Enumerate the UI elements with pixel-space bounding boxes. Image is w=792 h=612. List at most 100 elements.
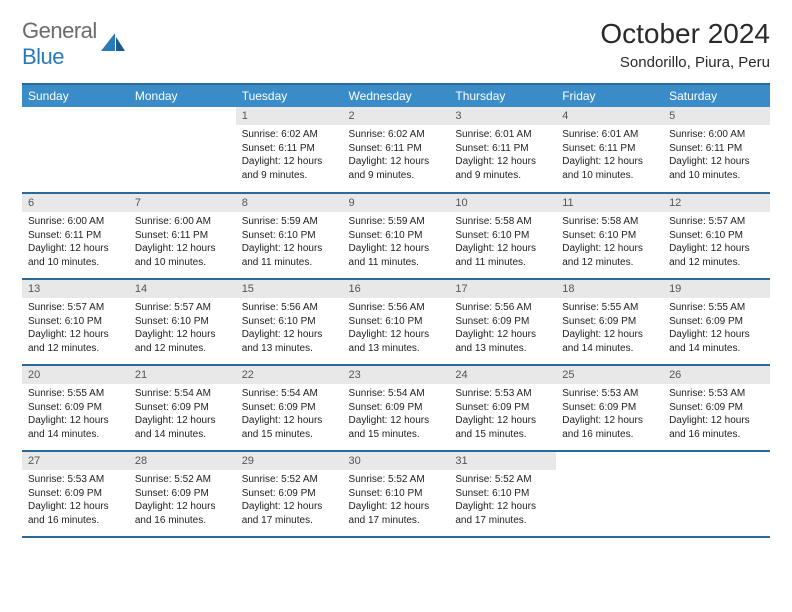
day-details: Sunrise: 6:02 AMSunset: 6:11 PMDaylight:… xyxy=(236,125,343,186)
calendar-day-cell: 25Sunrise: 5:53 AMSunset: 6:09 PMDayligh… xyxy=(556,365,663,451)
calendar-week-row: 27Sunrise: 5:53 AMSunset: 6:09 PMDayligh… xyxy=(22,451,770,537)
calendar-day-cell: 13Sunrise: 5:57 AMSunset: 6:10 PMDayligh… xyxy=(22,279,129,365)
day-number: 5 xyxy=(663,107,770,125)
header: General Blue October 2024 Sondorillo, Pi… xyxy=(22,18,770,71)
daylight-text: Daylight: 12 hours and 17 minutes. xyxy=(455,500,550,527)
sunset-text: Sunset: 6:11 PM xyxy=(135,229,230,243)
day-number: 23 xyxy=(343,366,450,384)
daylight-text: Daylight: 12 hours and 17 minutes. xyxy=(349,500,444,527)
daylight-text: Daylight: 12 hours and 15 minutes. xyxy=(242,414,337,441)
sunset-text: Sunset: 6:10 PM xyxy=(135,315,230,329)
day-details: Sunrise: 5:55 AMSunset: 6:09 PMDaylight:… xyxy=(22,384,129,445)
daylight-text: Daylight: 12 hours and 12 minutes. xyxy=(562,242,657,269)
sunrise-text: Sunrise: 5:55 AM xyxy=(669,301,764,315)
logo: General Blue xyxy=(22,18,127,70)
calendar-week-row: 6Sunrise: 6:00 AMSunset: 6:11 PMDaylight… xyxy=(22,193,770,279)
sunset-text: Sunset: 6:11 PM xyxy=(349,142,444,156)
calendar-week-row: ....1Sunrise: 6:02 AMSunset: 6:11 PMDayl… xyxy=(22,107,770,193)
sunset-text: Sunset: 6:09 PM xyxy=(242,401,337,415)
calendar-day-cell: 16Sunrise: 5:56 AMSunset: 6:10 PMDayligh… xyxy=(343,279,450,365)
sunset-text: Sunset: 6:09 PM xyxy=(135,487,230,501)
sunrise-text: Sunrise: 5:59 AM xyxy=(349,215,444,229)
sunrise-text: Sunrise: 6:02 AM xyxy=(242,128,337,142)
daylight-text: Daylight: 12 hours and 12 minutes. xyxy=(135,328,230,355)
calendar-day-cell: 24Sunrise: 5:53 AMSunset: 6:09 PMDayligh… xyxy=(449,365,556,451)
sunset-text: Sunset: 6:09 PM xyxy=(669,315,764,329)
daylight-text: Daylight: 12 hours and 10 minutes. xyxy=(562,155,657,182)
day-details: Sunrise: 6:00 AMSunset: 6:11 PMDaylight:… xyxy=(663,125,770,186)
daylight-text: Daylight: 12 hours and 9 minutes. xyxy=(455,155,550,182)
daylight-text: Daylight: 12 hours and 16 minutes. xyxy=(669,414,764,441)
sunset-text: Sunset: 6:11 PM xyxy=(562,142,657,156)
sunrise-text: Sunrise: 5:57 AM xyxy=(669,215,764,229)
calendar-week-row: 13Sunrise: 5:57 AMSunset: 6:10 PMDayligh… xyxy=(22,279,770,365)
day-details: Sunrise: 5:56 AMSunset: 6:09 PMDaylight:… xyxy=(449,298,556,359)
day-number: 4 xyxy=(556,107,663,125)
day-details: Sunrise: 5:54 AMSunset: 6:09 PMDaylight:… xyxy=(129,384,236,445)
sunrise-text: Sunrise: 5:52 AM xyxy=(349,473,444,487)
weekday-header: Monday xyxy=(129,84,236,107)
sunset-text: Sunset: 6:11 PM xyxy=(669,142,764,156)
sunrise-text: Sunrise: 5:56 AM xyxy=(349,301,444,315)
sunset-text: Sunset: 6:09 PM xyxy=(669,401,764,415)
page-title: October 2024 xyxy=(600,18,770,50)
day-number: 15 xyxy=(236,280,343,298)
calendar-day-cell: .. xyxy=(22,107,129,193)
calendar-day-cell: 5Sunrise: 6:00 AMSunset: 6:11 PMDaylight… xyxy=(663,107,770,193)
calendar-day-cell: 4Sunrise: 6:01 AMSunset: 6:11 PMDaylight… xyxy=(556,107,663,193)
daylight-text: Daylight: 12 hours and 16 minutes. xyxy=(135,500,230,527)
sunset-text: Sunset: 6:10 PM xyxy=(669,229,764,243)
calendar-week-row: 20Sunrise: 5:55 AMSunset: 6:09 PMDayligh… xyxy=(22,365,770,451)
calendar-day-cell: 23Sunrise: 5:54 AMSunset: 6:09 PMDayligh… xyxy=(343,365,450,451)
daylight-text: Daylight: 12 hours and 13 minutes. xyxy=(455,328,550,355)
calendar-day-cell: 12Sunrise: 5:57 AMSunset: 6:10 PMDayligh… xyxy=(663,193,770,279)
day-details: Sunrise: 5:57 AMSunset: 6:10 PMDaylight:… xyxy=(129,298,236,359)
sunset-text: Sunset: 6:09 PM xyxy=(349,401,444,415)
sunset-text: Sunset: 6:10 PM xyxy=(242,229,337,243)
calendar-day-cell: 20Sunrise: 5:55 AMSunset: 6:09 PMDayligh… xyxy=(22,365,129,451)
sunset-text: Sunset: 6:10 PM xyxy=(455,229,550,243)
sunrise-text: Sunrise: 5:58 AM xyxy=(562,215,657,229)
daylight-text: Daylight: 12 hours and 14 minutes. xyxy=(562,328,657,355)
day-number: 18 xyxy=(556,280,663,298)
sunrise-text: Sunrise: 5:53 AM xyxy=(455,387,550,401)
sunset-text: Sunset: 6:09 PM xyxy=(28,487,123,501)
sunset-text: Sunset: 6:09 PM xyxy=(455,315,550,329)
sunrise-text: Sunrise: 5:55 AM xyxy=(562,301,657,315)
day-details: Sunrise: 5:57 AMSunset: 6:10 PMDaylight:… xyxy=(22,298,129,359)
weekday-header: Friday xyxy=(556,84,663,107)
sunrise-text: Sunrise: 6:00 AM xyxy=(28,215,123,229)
day-number: 16 xyxy=(343,280,450,298)
day-number: 25 xyxy=(556,366,663,384)
daylight-text: Daylight: 12 hours and 17 minutes. xyxy=(242,500,337,527)
day-number: 27 xyxy=(22,452,129,470)
daylight-text: Daylight: 12 hours and 9 minutes. xyxy=(242,155,337,182)
day-details: Sunrise: 5:59 AMSunset: 6:10 PMDaylight:… xyxy=(236,212,343,273)
sunrise-text: Sunrise: 5:53 AM xyxy=(669,387,764,401)
sunrise-text: Sunrise: 5:57 AM xyxy=(28,301,123,315)
calendar-day-cell: 18Sunrise: 5:55 AMSunset: 6:09 PMDayligh… xyxy=(556,279,663,365)
sunrise-text: Sunrise: 5:56 AM xyxy=(242,301,337,315)
daylight-text: Daylight: 12 hours and 11 minutes. xyxy=(349,242,444,269)
calendar-day-cell: .. xyxy=(663,451,770,537)
sunrise-text: Sunrise: 5:54 AM xyxy=(349,387,444,401)
day-details: Sunrise: 5:52 AMSunset: 6:10 PMDaylight:… xyxy=(343,470,450,531)
sunrise-text: Sunrise: 5:59 AM xyxy=(242,215,337,229)
day-number: 12 xyxy=(663,194,770,212)
calendar-day-cell: 30Sunrise: 5:52 AMSunset: 6:10 PMDayligh… xyxy=(343,451,450,537)
logo-text-blue: Blue xyxy=(22,44,64,69)
sunrise-text: Sunrise: 5:57 AM xyxy=(135,301,230,315)
day-details: Sunrise: 6:01 AMSunset: 6:11 PMDaylight:… xyxy=(556,125,663,186)
weekday-header-row: SundayMondayTuesdayWednesdayThursdayFrid… xyxy=(22,84,770,107)
location-subtitle: Sondorillo, Piura, Peru xyxy=(600,54,770,71)
calendar-day-cell: 19Sunrise: 5:55 AMSunset: 6:09 PMDayligh… xyxy=(663,279,770,365)
day-number: 10 xyxy=(449,194,556,212)
daylight-text: Daylight: 12 hours and 9 minutes. xyxy=(349,155,444,182)
day-number: 3 xyxy=(449,107,556,125)
calendar-day-cell: 1Sunrise: 6:02 AMSunset: 6:11 PMDaylight… xyxy=(236,107,343,193)
day-number: 20 xyxy=(22,366,129,384)
calendar-day-cell: 29Sunrise: 5:52 AMSunset: 6:09 PMDayligh… xyxy=(236,451,343,537)
sunset-text: Sunset: 6:10 PM xyxy=(455,487,550,501)
logo-text-general: General xyxy=(22,18,97,43)
daylight-text: Daylight: 12 hours and 10 minutes. xyxy=(28,242,123,269)
